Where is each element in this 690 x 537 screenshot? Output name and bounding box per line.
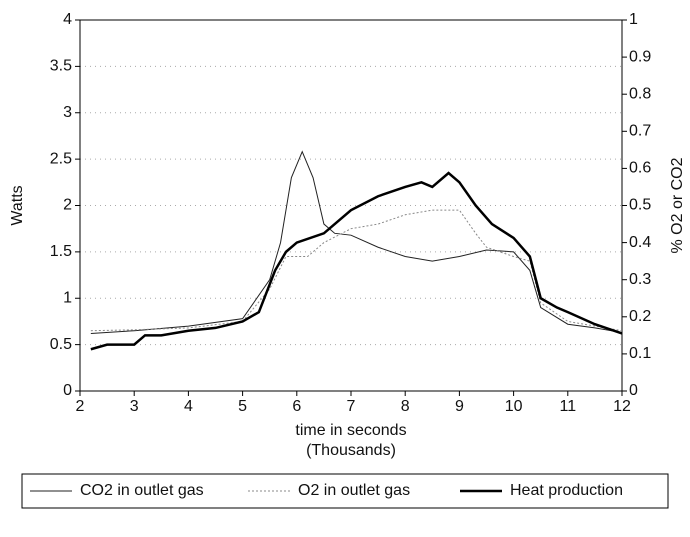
y-tick-label: 1 bbox=[63, 289, 72, 306]
x-tick-label: 5 bbox=[238, 398, 247, 415]
y-tick-label: 0 bbox=[63, 382, 72, 399]
y2-tick-label: 0.5 bbox=[629, 197, 651, 214]
series-line bbox=[90, 171, 623, 351]
y-tick-label: 3 bbox=[63, 104, 72, 121]
x-tick-label: 3 bbox=[130, 398, 139, 415]
x-tick-label: 8 bbox=[401, 398, 410, 415]
y2-tick-label: 1 bbox=[629, 11, 638, 28]
x-tick-label: 4 bbox=[184, 398, 193, 415]
x-axis-label: time in seconds bbox=[295, 422, 406, 439]
legend-label: O2 in outlet gas bbox=[298, 482, 410, 499]
y2-tick-label: 0.6 bbox=[629, 160, 651, 177]
x-tick-label: 7 bbox=[347, 398, 356, 415]
x-tick-label: 12 bbox=[613, 398, 631, 415]
y-tick-label: 2.5 bbox=[50, 150, 72, 167]
y2-tick-label: 0 bbox=[629, 382, 638, 399]
x-tick-label: 11 bbox=[559, 398, 576, 415]
y2-axis-label: % O2 or CO2 bbox=[669, 157, 686, 253]
y2-tick-label: 0.8 bbox=[629, 85, 651, 102]
x-tick-label: 6 bbox=[292, 398, 301, 415]
y-tick-label: 3.5 bbox=[50, 58, 72, 75]
legend-label: Heat production bbox=[510, 482, 623, 499]
series-line bbox=[90, 150, 623, 334]
y-tick-label: 1.5 bbox=[50, 243, 72, 260]
legend-label: CO2 in outlet gas bbox=[80, 482, 204, 499]
y-tick-label: 2 bbox=[63, 197, 72, 214]
y2-tick-label: 0.3 bbox=[629, 271, 651, 288]
y2-tick-label: 0.1 bbox=[629, 345, 651, 362]
y2-tick-label: 0.7 bbox=[629, 123, 651, 140]
y2-tick-label: 0.9 bbox=[629, 48, 651, 65]
series-line bbox=[90, 209, 623, 332]
x-tick-label: 9 bbox=[455, 398, 464, 415]
legend-box bbox=[21, 473, 669, 509]
y-axis-label: Watts bbox=[9, 185, 26, 225]
x-tick-label: 2 bbox=[76, 398, 85, 415]
y-tick-label: 4 bbox=[63, 11, 72, 28]
y2-tick-label: 0.4 bbox=[629, 234, 651, 251]
x-axis-label: (Thousands) bbox=[306, 442, 396, 459]
y-tick-label: 0.5 bbox=[50, 336, 72, 353]
x-tick-label: 10 bbox=[505, 398, 523, 415]
y2-tick-label: 0.2 bbox=[629, 308, 651, 325]
